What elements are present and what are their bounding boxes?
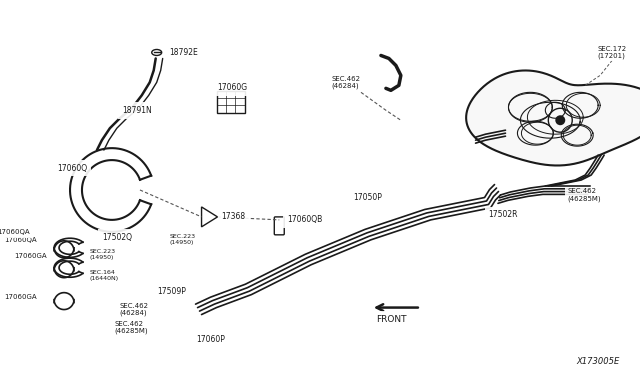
Text: 17060G: 17060G	[218, 83, 248, 92]
FancyBboxPatch shape	[275, 217, 284, 235]
Text: SEC.462
(46284): SEC.462 (46284)	[120, 303, 149, 316]
Text: 17060QA: 17060QA	[0, 229, 30, 235]
Text: SEC.462
(46285M): SEC.462 (46285M)	[567, 188, 601, 202]
Text: 17060GA: 17060GA	[4, 294, 37, 299]
Text: 17060P: 17060P	[196, 335, 225, 344]
Text: SEC.462
(46284): SEC.462 (46284)	[331, 76, 360, 89]
Text: 17502Q: 17502Q	[102, 233, 132, 242]
Text: 17060QA: 17060QA	[4, 237, 37, 243]
Text: 17060Q: 17060Q	[57, 164, 87, 173]
Polygon shape	[466, 70, 640, 166]
Text: 17060GA: 17060GA	[14, 253, 47, 259]
Text: SEC.223
(14950): SEC.223 (14950)	[90, 249, 116, 260]
Text: SEC.164
(16440N): SEC.164 (16440N)	[90, 270, 119, 281]
Text: 18792E: 18792E	[170, 48, 198, 57]
Text: 17368: 17368	[221, 212, 246, 221]
Text: SEC.223
(14950): SEC.223 (14950)	[170, 234, 196, 245]
Bar	[218, 92, 245, 113]
Circle shape	[556, 115, 565, 125]
Text: SEC.462
(46285M): SEC.462 (46285M)	[115, 321, 148, 334]
Text: 17050P: 17050P	[353, 193, 382, 202]
Text: X173005E: X173005E	[577, 357, 620, 366]
Text: 18791N: 18791N	[122, 106, 152, 115]
Text: 17502R: 17502R	[488, 211, 518, 219]
Text: FRONT: FRONT	[376, 315, 406, 324]
Text: 17060QB: 17060QB	[287, 215, 323, 224]
Text: 17509P: 17509P	[157, 287, 186, 296]
Text: SEC.172
(17201): SEC.172 (17201)	[597, 46, 627, 59]
